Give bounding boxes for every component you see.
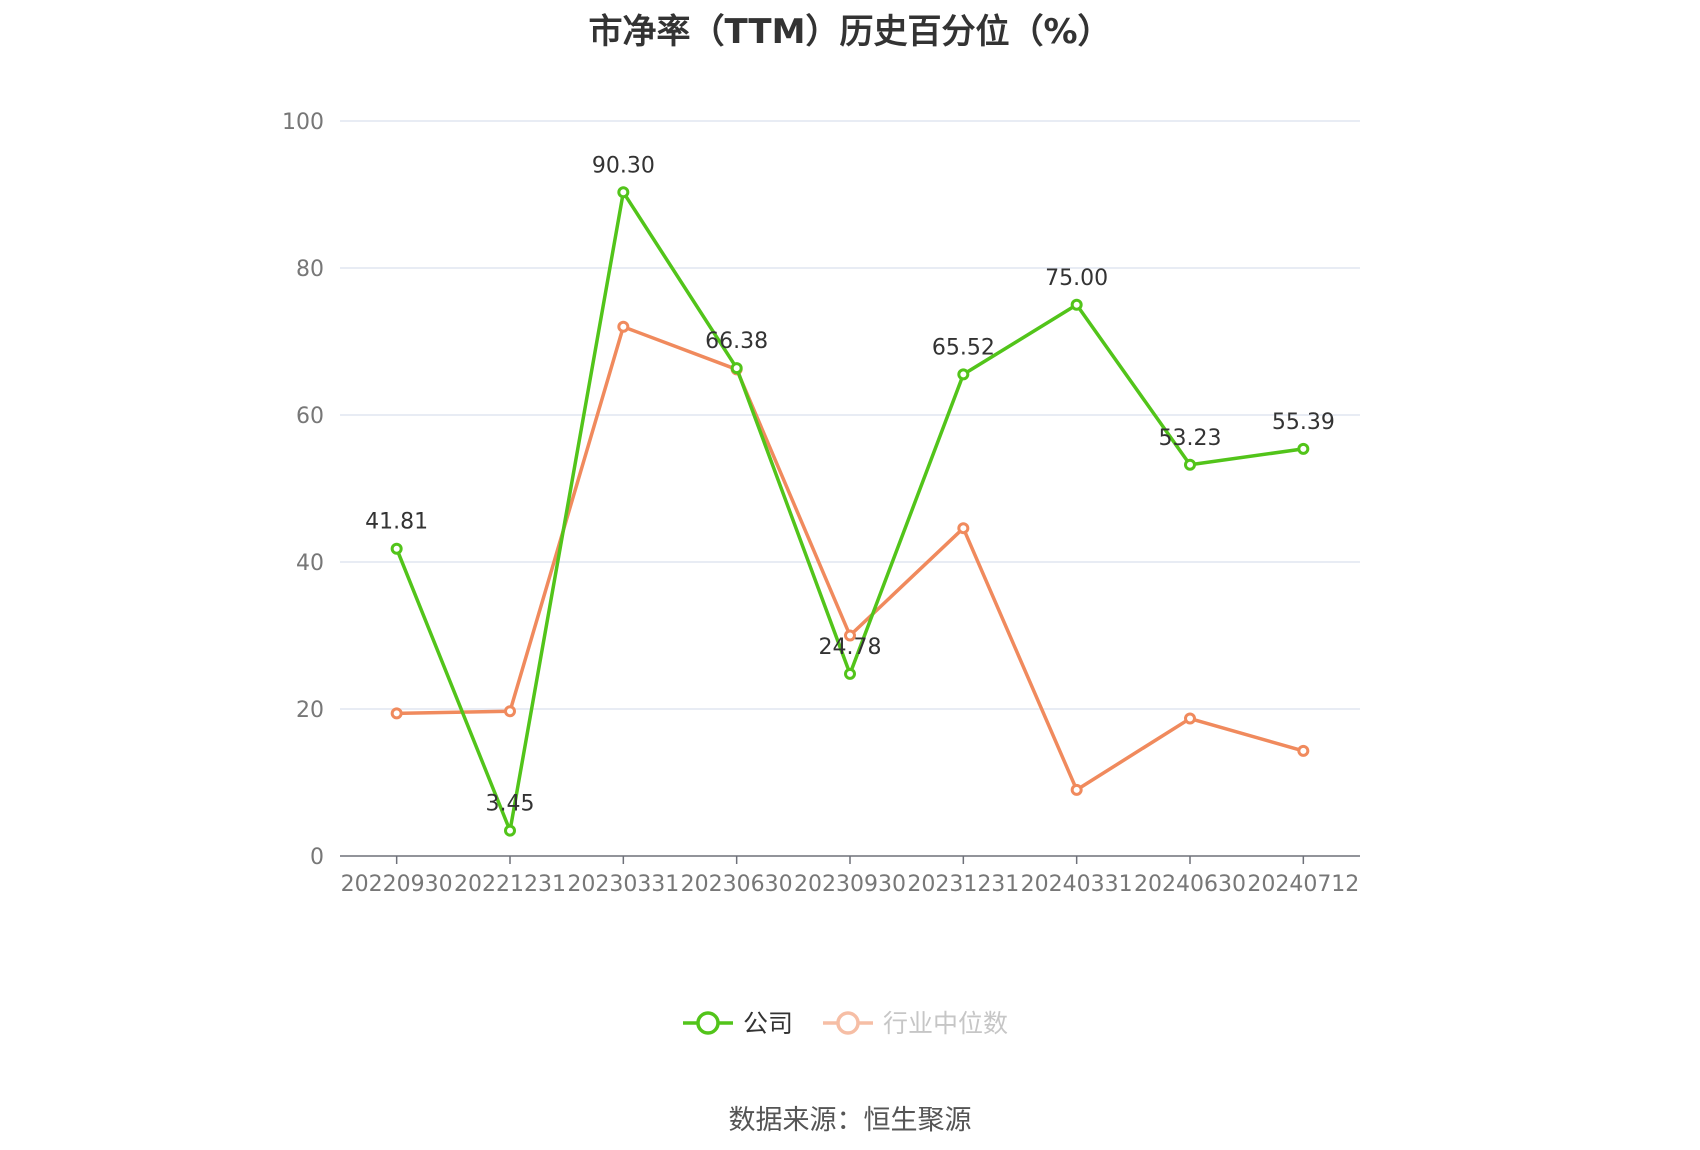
data-point [1297,442,1310,455]
data-label: 24.78 [819,635,882,660]
y-tick-label: 0 [310,845,324,870]
data-point [1184,458,1196,471]
data-label: 41.81 [365,510,428,535]
data-point [1297,744,1310,757]
data-point [1070,298,1083,311]
legend-item: 公司 [683,1009,793,1038]
data-label: 53.23 [1159,426,1222,451]
data-label: 66.38 [705,329,768,354]
legend-item: 行业中位数 [823,1009,1008,1038]
x-tick-label: 20230630 [681,872,793,897]
data-point [390,542,403,555]
x-tick-label: 20221231 [454,872,566,897]
data-point [1070,783,1083,796]
legend-marker [836,1011,860,1035]
data-point [504,824,516,837]
data-point [617,320,630,333]
data-point [844,667,856,680]
data-label: 75.00 [1045,266,1108,291]
x-tick-label: 20240331 [1021,872,1133,897]
y-tick-label: 100 [282,110,324,135]
x-tick-label: 20220930 [341,872,453,897]
legend-label: 公司 [743,1009,793,1038]
legend-label: 行业中位数 [883,1009,1008,1038]
data-point [390,707,403,720]
data-label: 90.30 [592,153,655,178]
y-tick-label: 80 [296,257,324,282]
data-label: 3.45 [486,792,535,817]
x-tick-label: 20240630 [1134,872,1246,897]
data-label: 55.39 [1272,410,1335,435]
series [390,186,1310,837]
x-tick-label: 20231231 [907,872,1019,897]
chart-title: 市净率（TTM）历史百分位（%） [588,12,1112,52]
data-point [730,362,743,375]
y-tick-label: 40 [296,551,324,576]
data-point [504,705,516,718]
data-point [844,629,856,642]
data-point [957,522,970,535]
y-tick-label: 20 [296,698,324,723]
x-tick-label: 20240712 [1247,872,1359,897]
grid-lines [340,120,1360,710]
legend-marker [696,1011,720,1035]
data-label: 65.52 [932,335,995,360]
y-tick-label: 60 [296,404,324,429]
x-tick-label: 20230331 [567,872,679,897]
legend: 公司 行业中位数 [683,1009,1008,1038]
data-point [1184,712,1196,725]
series-line [394,190,1306,833]
data-labels: 41.81 3.45 90.30 66.38 24.78 65.52 75.00 53.23 5… [365,153,1335,816]
data-point [617,186,630,199]
series-line [394,325,1306,792]
x-tick-label: 20230930 [794,872,906,897]
data-source: 数据来源：恒生聚源 [728,1105,972,1136]
data-point [957,368,970,381]
